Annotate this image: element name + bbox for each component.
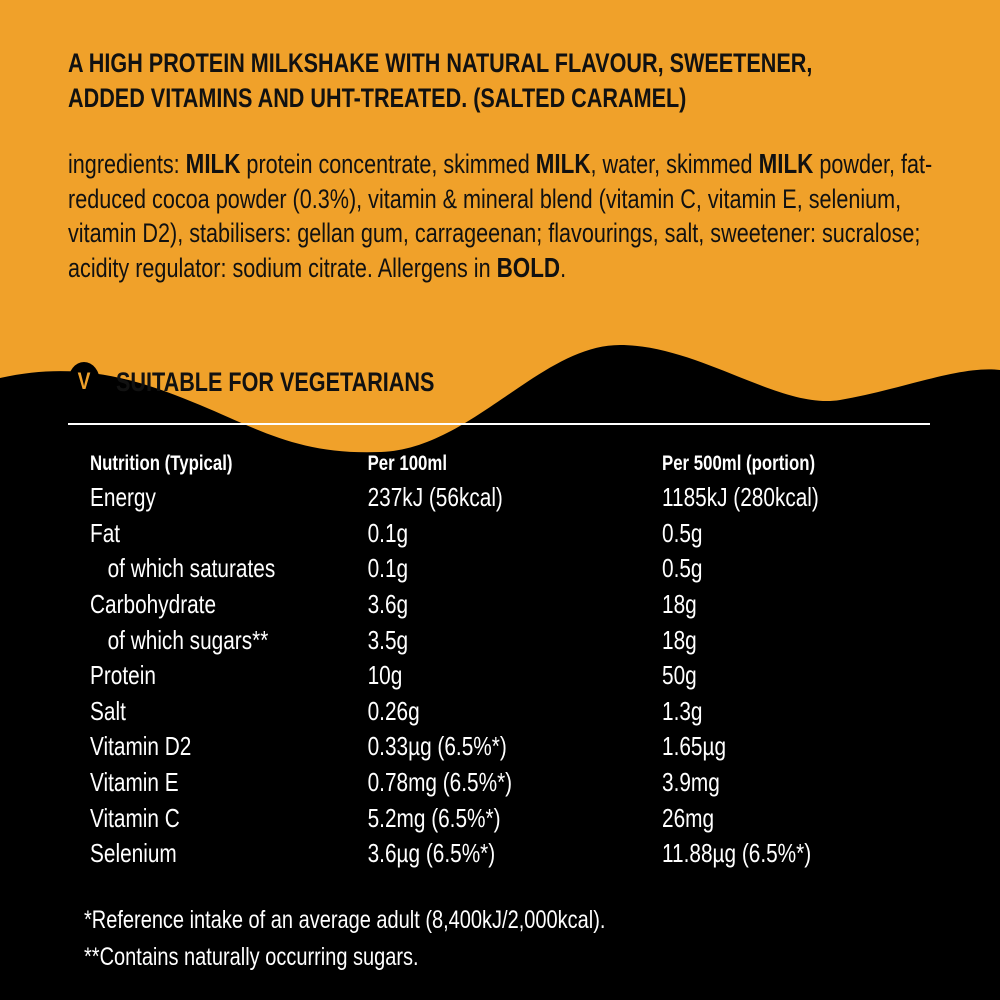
table-cell: 1185kJ (280kcal) xyxy=(662,482,819,513)
divider xyxy=(68,423,930,425)
ingredient-text: ingredients: xyxy=(68,149,186,179)
table-cell: 0.33µg (6.5%*) xyxy=(367,731,507,762)
table-cell: 0.1g xyxy=(367,517,409,548)
title-line: A HIGH PROTEIN MILKSHAKE WITH NATURAL FL… xyxy=(68,48,813,78)
ingredient-text: . xyxy=(560,252,567,283)
table-cell: 1.65µg xyxy=(662,731,727,762)
ingredients: ingredients: MILK protein concentrate, s… xyxy=(68,147,940,285)
table-row: Vitamin D2 0.33µg (6.5%*) 1.65µg xyxy=(90,729,930,765)
vegetarian-note: V SUITABLE FOR VEGETARIANS xyxy=(68,362,548,402)
table-row: Selenium 3.6µg (6.5%*) 11.88µg (6.5%*) xyxy=(90,836,930,872)
title: A HIGH PROTEIN MILKSHAKE WITH NATURAL FL… xyxy=(68,46,932,116)
table-row: of which sugars** 3.5g 18g xyxy=(90,622,930,658)
table-cell: of which sugars** xyxy=(107,624,269,655)
table-cell: Fat xyxy=(90,517,121,548)
ingredient-text: , water, skimmed xyxy=(590,149,759,179)
table-row: Carbohydrate 3.6g 18g xyxy=(90,587,930,623)
vegetarian-badge: V xyxy=(68,362,100,402)
ingredient-text: protein concentrate, skimmed xyxy=(240,149,536,179)
table-cell: 3.6g xyxy=(367,589,409,620)
table-cell: 11.88µg (6.5%*) xyxy=(662,838,812,869)
table-cell: 237kJ (56kcal) xyxy=(367,482,503,513)
table-header: Nutrition (Typical) Per 100ml Per 500ml (p… xyxy=(90,448,930,480)
table-cell: Salt xyxy=(90,695,126,726)
table-cell: 50g xyxy=(662,660,697,691)
table-cell: 0.78mg (6.5%*) xyxy=(367,767,513,798)
table-row: Protein 10g 50g xyxy=(90,658,930,694)
title-line: ADDED VITAMINS AND UHT-TREATED. (SALTED … xyxy=(68,83,687,113)
allergen: MILK xyxy=(758,148,814,179)
table-cell: 18g xyxy=(662,589,697,620)
table-cell: 3.9mg xyxy=(662,767,720,798)
header-cell: Per 500ml (portion) xyxy=(662,452,816,475)
nutrition-table: Nutrition (Typical) Per 100ml Per 500ml (p… xyxy=(90,448,930,872)
footnotes: *Reference intake of an average adult (8… xyxy=(84,902,924,976)
allergen: BOLD xyxy=(496,251,561,283)
footnote: **Contains naturally occurring sugars. xyxy=(84,943,419,971)
table-cell: 3.6µg (6.5%*) xyxy=(367,838,496,869)
table-cell: 10g xyxy=(367,660,403,691)
table-cell: Carbohydrate xyxy=(90,589,217,620)
table-cell: Vitamin E xyxy=(90,767,179,798)
table-cell: Protein xyxy=(90,660,156,691)
table-cell: 0.5g xyxy=(662,517,703,548)
table-cell: of which saturates xyxy=(107,553,276,584)
table-row: of which saturates 0.1g 0.5g xyxy=(90,551,930,587)
footnote: *Reference intake of an average adult (8… xyxy=(84,906,606,934)
table-row: Fat 0.1g 0.5g xyxy=(90,516,930,552)
table-cell: 3.5g xyxy=(367,624,409,655)
table-cell: Vitamin C xyxy=(90,802,180,833)
table-cell: 0.1g xyxy=(367,553,409,584)
table-row: Vitamin E 0.78mg (6.5%*) 3.9mg xyxy=(90,765,930,801)
allergen: MILK xyxy=(185,148,241,179)
table-cell: 0.26g xyxy=(367,695,420,726)
table-cell: 26mg xyxy=(662,802,715,833)
header-cell: Per 100ml xyxy=(367,452,447,475)
table-cell: Energy xyxy=(90,482,156,513)
table-row: Energy 237kJ (56kcal) 1185kJ (280kcal) xyxy=(90,480,930,516)
table-cell: 1.3g xyxy=(662,695,703,726)
table-row: Salt 0.26g 1.3g xyxy=(90,694,930,730)
orange-wave xyxy=(0,0,1000,453)
table-cell: 0.5g xyxy=(662,553,703,584)
table-cell: Vitamin D2 xyxy=(90,731,192,762)
ingredient-text: powder, fat-reduced cocoa powder (0.3%),… xyxy=(68,149,933,283)
table-cell: 18g xyxy=(662,624,697,655)
header-cell: Nutrition (Typical) xyxy=(90,452,233,475)
table-cell: 5.2mg (6.5%*) xyxy=(367,802,501,833)
vegetarian-text: SUITABLE FOR VEGETARIANS xyxy=(116,366,435,397)
allergen: MILK xyxy=(535,148,591,179)
table-cell: Selenium xyxy=(90,838,177,869)
table-row: Vitamin C 5.2mg (6.5%*) 26mg xyxy=(90,800,930,836)
